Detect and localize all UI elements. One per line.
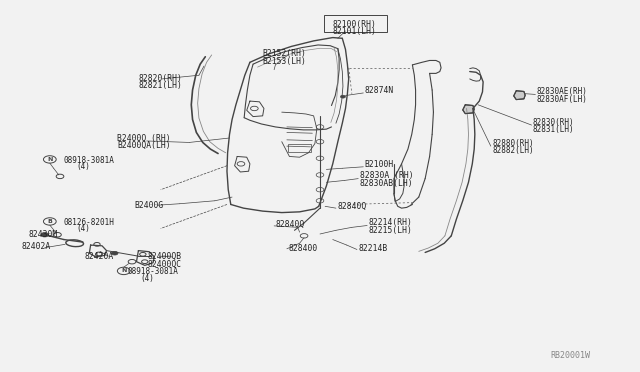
Text: 82830AE(RH): 82830AE(RH) (537, 87, 588, 96)
Text: 82402A: 82402A (22, 243, 51, 251)
Text: 82840Q: 82840Q (337, 202, 367, 211)
Text: B2400G: B2400G (134, 201, 163, 210)
Text: B2152(RH): B2152(RH) (262, 49, 307, 58)
Text: (4): (4) (140, 274, 154, 283)
Text: 828400: 828400 (288, 244, 317, 253)
Text: 82830AB(LH): 82830AB(LH) (360, 179, 413, 187)
Circle shape (111, 251, 118, 255)
Text: B: B (47, 219, 52, 224)
Text: 08126-8201H: 08126-8201H (64, 218, 115, 227)
Text: B2100H: B2100H (365, 160, 394, 169)
Text: 82214(RH): 82214(RH) (369, 218, 412, 227)
Text: 08918-3081A: 08918-3081A (127, 267, 179, 276)
Text: 82400QC: 82400QC (148, 260, 182, 269)
Text: 82874N: 82874N (365, 86, 394, 95)
Text: 82100(RH): 82100(RH) (333, 20, 376, 29)
Text: 82880(RH): 82880(RH) (492, 139, 534, 148)
Circle shape (41, 232, 49, 237)
Text: 82215(LH): 82215(LH) (369, 226, 412, 235)
Text: 82830(RH): 82830(RH) (532, 118, 574, 127)
Text: 82821(LH): 82821(LH) (138, 81, 182, 90)
Text: 82214B: 82214B (358, 244, 387, 253)
Text: (4): (4) (77, 162, 90, 171)
Polygon shape (463, 105, 474, 113)
Text: 08918-3081A: 08918-3081A (64, 155, 115, 165)
Text: (4): (4) (77, 224, 90, 233)
Text: 82831(LH): 82831(LH) (532, 125, 574, 134)
Text: RB20001W: RB20001W (550, 350, 591, 360)
Text: 82430M: 82430M (28, 230, 58, 239)
Text: 82830A (RH): 82830A (RH) (360, 171, 413, 180)
Text: B2153(LH): B2153(LH) (262, 57, 307, 66)
Text: N: N (47, 157, 52, 162)
Text: 82101(LH): 82101(LH) (333, 27, 376, 36)
Text: B2400Q (RH): B2400Q (RH) (117, 134, 171, 142)
Text: 82882(LH): 82882(LH) (492, 147, 534, 155)
Text: 82830AF(LH): 82830AF(LH) (537, 95, 588, 104)
Text: N: N (121, 269, 127, 273)
Text: 82820(RH): 82820(RH) (138, 74, 182, 83)
Text: 82420A: 82420A (84, 252, 113, 262)
Text: B2400QA(LH): B2400QA(LH) (117, 141, 171, 150)
Polygon shape (514, 91, 525, 100)
Text: 82840Q: 82840Q (275, 220, 305, 229)
Circle shape (340, 95, 346, 98)
Text: 82400QB: 82400QB (148, 252, 182, 262)
